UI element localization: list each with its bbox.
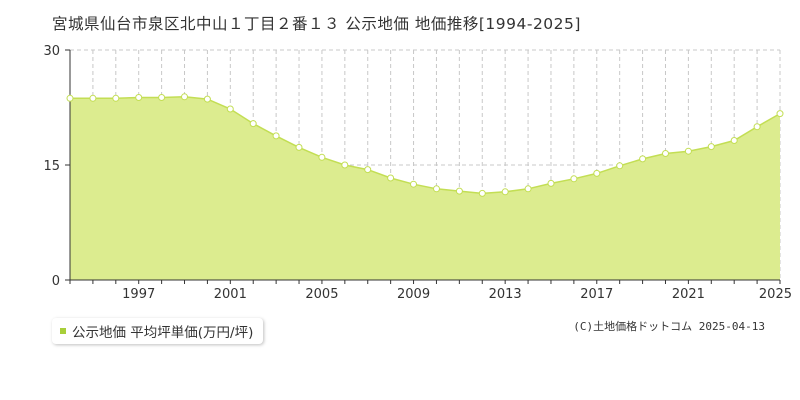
x-tick-labels: 1997 2001 2005 2009 2013 2017 2021 2025 — [122, 287, 792, 300]
x-tick-label: 1997 — [122, 287, 155, 300]
x-tick-label: 2021 — [672, 287, 705, 300]
x-tick-label: 2017 — [580, 287, 613, 300]
legend-swatch — [60, 328, 66, 334]
data-point — [639, 155, 647, 163]
data-point — [776, 110, 784, 118]
data-point — [272, 132, 280, 140]
data-points — [66, 93, 784, 197]
y-tick-label: 30 — [43, 44, 60, 59]
data-point — [158, 94, 166, 101]
data-point — [364, 166, 372, 174]
land-price-chart: 0 15 30 1997 2001 2005 2009 2013 2017 2021 2025 — [43, 44, 792, 300]
data-point — [707, 143, 715, 151]
data-point — [203, 95, 211, 103]
data-point — [662, 150, 669, 157]
data-point — [66, 94, 74, 102]
x-tick-label: 2009 — [397, 287, 430, 300]
x-tick-label: 2025 — [759, 287, 792, 300]
data-point — [249, 120, 257, 128]
data-point — [753, 123, 761, 131]
x-tick-label: 2005 — [305, 287, 338, 300]
series-line — [70, 96, 781, 195]
data-point — [181, 93, 188, 101]
x-tick-label: 2013 — [489, 287, 522, 300]
y-tick-label: 15 — [43, 159, 60, 174]
data-point — [547, 179, 555, 187]
x-tick-label: 2001 — [214, 287, 247, 300]
data-point — [730, 137, 738, 144]
data-point — [295, 143, 303, 151]
legend: 公示地価 平均坪単価(万円/坪) — [52, 318, 264, 344]
data-point — [135, 94, 143, 101]
data-point — [318, 153, 326, 161]
data-point — [593, 169, 601, 177]
data-point — [455, 187, 463, 195]
data-point — [226, 105, 234, 113]
data-point — [501, 188, 509, 196]
data-point — [616, 162, 624, 170]
data-point — [433, 185, 440, 193]
y-tick-label: 0 — [52, 274, 60, 289]
data-point — [478, 189, 486, 197]
data-point — [387, 174, 395, 182]
legend-label: 公示地価 平均坪単価(万円/坪) — [72, 325, 254, 341]
copyright-text: (C)土地価格ドットコム 2025-04-13 — [573, 320, 765, 333]
y-tick-labels: 0 15 30 — [43, 44, 60, 289]
data-point — [524, 185, 532, 193]
axes — [65, 49, 781, 284]
data-point — [341, 161, 349, 169]
data-point — [112, 94, 120, 102]
series-area — [70, 96, 780, 280]
chart-title: 宮城県仙台市泉区北中山１丁目２番１３ 公示地価 地価推移[1994-2025] — [52, 15, 581, 33]
data-point — [684, 147, 692, 155]
data-point — [570, 175, 578, 183]
data-point — [410, 180, 417, 188]
data-point — [89, 94, 97, 102]
